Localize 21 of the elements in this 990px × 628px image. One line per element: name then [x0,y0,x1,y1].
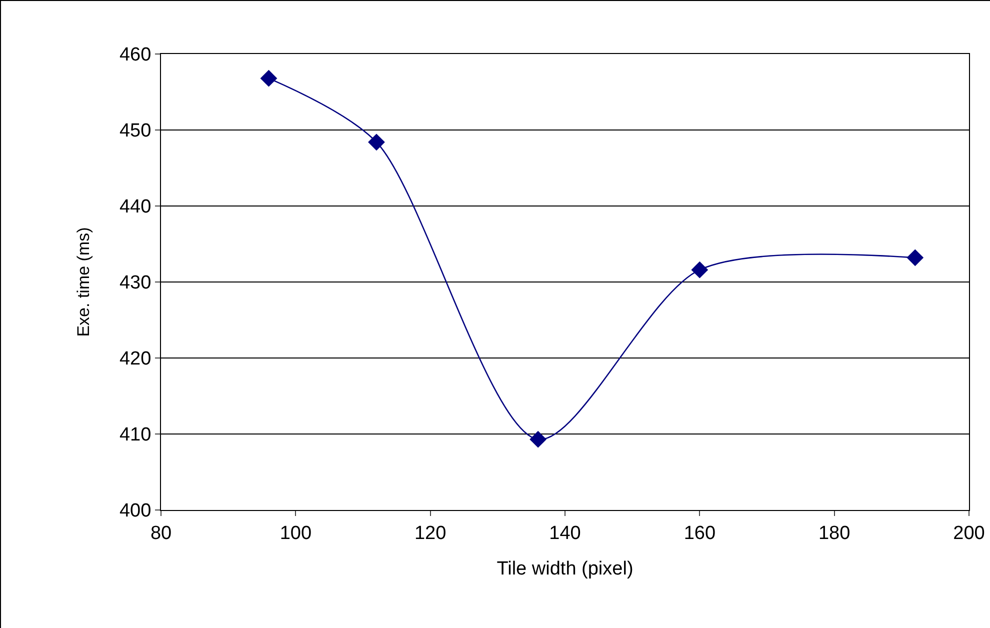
x-tick-label: 140 [549,522,581,544]
point [260,70,278,87]
x-axis-title: Tile width (pixel) [496,558,634,580]
x-tick-label: 180 [818,522,850,544]
y-tick-label: 430 [119,272,152,294]
y-axis-title: Exe. time (ms) [74,227,94,337]
x-tick-label: 160 [684,522,716,544]
y-tick-label: 450 [119,120,152,142]
y-tick-label: 400 [119,500,152,522]
y-tick-label: 420 [119,348,152,370]
point [691,261,708,278]
y-tick-label: 410 [119,424,152,446]
point [906,249,924,266]
y-tick-label: 440 [119,196,152,218]
x-tick-label: 120 [414,522,446,544]
point [530,430,547,448]
x-tick-label: 200 [953,522,985,544]
x-tick-label: 80 [150,522,172,544]
point [368,134,385,151]
y-tick-label: 460 [119,44,152,66]
x-tick-label: 100 [280,522,312,544]
